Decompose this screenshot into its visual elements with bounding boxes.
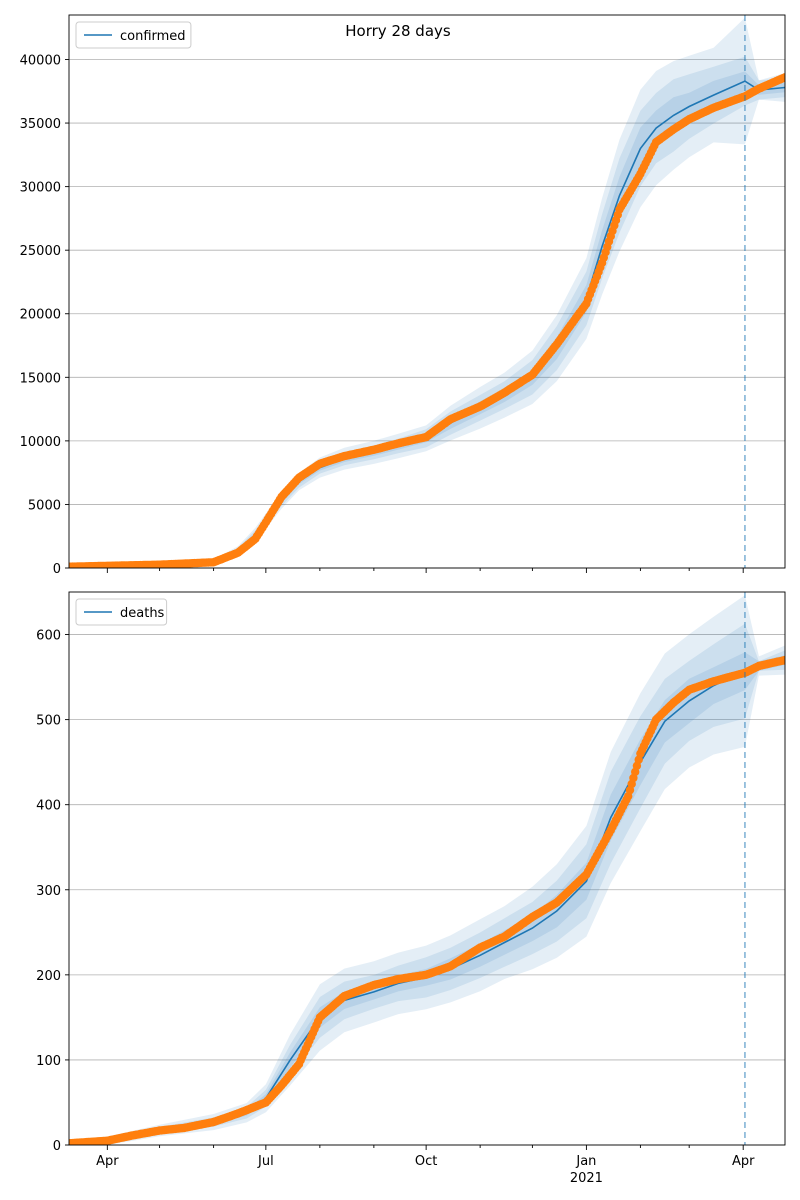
observed-point xyxy=(780,655,785,665)
y-tick-label: 100 xyxy=(36,1054,61,1069)
plot-area xyxy=(69,17,785,568)
y-tick-label: 0 xyxy=(53,562,61,577)
inner-uncertainty-band xyxy=(69,652,785,1145)
observed-series xyxy=(69,73,785,568)
y-tick-label: 200 xyxy=(36,969,61,984)
y-tick-label: 5000 xyxy=(28,498,61,513)
observed-point xyxy=(780,73,785,82)
y-tick-label: 600 xyxy=(36,629,61,644)
legend-box xyxy=(75,598,168,626)
axes-frame xyxy=(68,14,786,569)
y-tick-label: 15000 xyxy=(20,371,61,386)
plot-area xyxy=(69,595,785,1145)
x-tick-label: Oct xyxy=(415,1154,437,1169)
outer-uncertainty-band xyxy=(69,595,785,1145)
deaths-panel: 0 100 200 300 400 500 600 Apr Jul Oct Jan 2021 Apr de… xyxy=(36,591,786,1186)
legend: confirmed xyxy=(75,21,192,49)
y-tick-label: 30000 xyxy=(20,181,61,196)
figure-title: Horry 28 days xyxy=(345,22,451,40)
y-tick-label: 400 xyxy=(36,799,61,814)
x-tick-label: Apr xyxy=(732,1154,755,1169)
observed-series xyxy=(69,655,785,1145)
legend: deaths xyxy=(75,598,168,626)
y-tick-label: 20000 xyxy=(20,308,61,323)
x-tick-year-label: 2021 xyxy=(570,1171,603,1186)
legend-label: confirmed xyxy=(120,29,186,44)
confirmed-panel: 0 5000 10000 15000 20000 25000 30000 35000 40000… xyxy=(20,14,786,577)
y-tick-label: 35000 xyxy=(20,117,61,132)
outer-uncertainty-band xyxy=(69,17,785,568)
y-tick-label: 300 xyxy=(36,884,61,899)
x-tick-label: Jan xyxy=(575,1154,596,1169)
y-tick-label: 10000 xyxy=(20,435,61,450)
y-tick-label: 40000 xyxy=(20,53,61,68)
x-tick-label: Apr xyxy=(96,1154,119,1169)
legend-box xyxy=(75,21,192,49)
axes-frame xyxy=(68,591,786,1146)
y-tick-label: 500 xyxy=(36,714,61,729)
x-tick-label: Jul xyxy=(257,1154,274,1169)
y-tick-label: 0 xyxy=(53,1139,61,1154)
legend-label: deaths xyxy=(120,606,165,621)
y-tick-label: 25000 xyxy=(20,244,61,259)
mid-uncertainty-band xyxy=(69,623,785,1145)
